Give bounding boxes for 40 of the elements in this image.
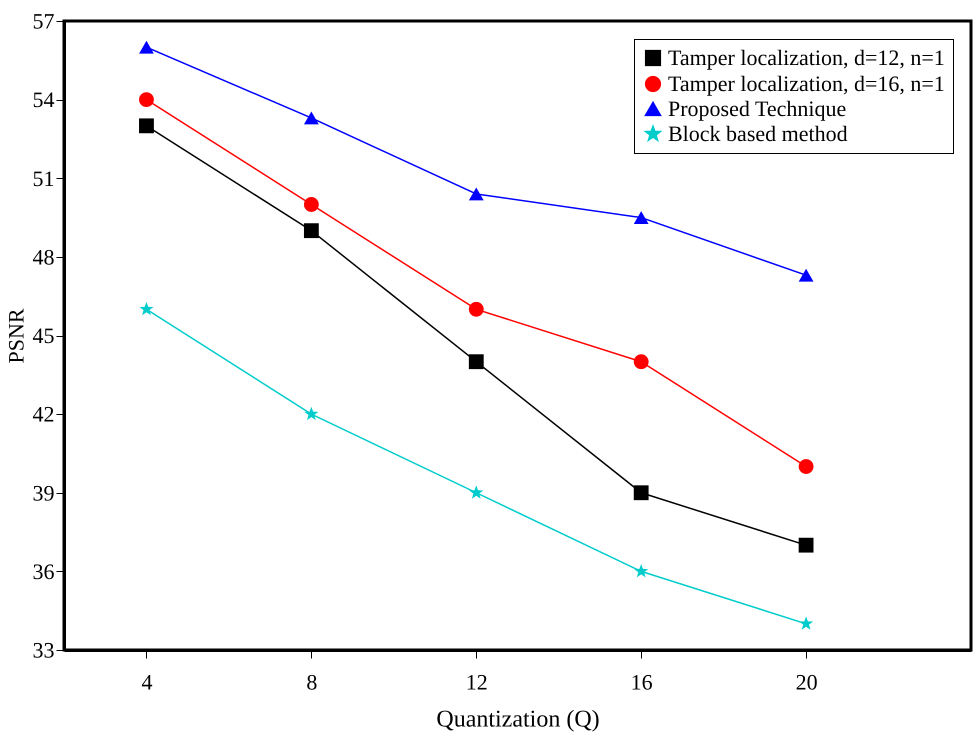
x-tick-label: 4 [141,670,152,694]
x-tick-label: 12 [466,670,488,694]
point [469,485,484,499]
point [468,188,484,200]
point [799,616,814,630]
point [468,354,484,370]
point [798,459,814,474]
point [139,118,154,134]
point [468,302,484,317]
point [304,112,319,124]
x-axis-title: Quantization (Q) [436,706,600,732]
legend-label: Block based method [668,121,848,146]
point [139,92,154,108]
point [634,354,649,370]
x-tick-label: 16 [630,670,653,694]
x-tick-label: 8 [306,670,318,694]
point [634,211,649,224]
y-tick-label: 57 [32,8,54,34]
legend-label: Tamper localization, d=12, n=1 [668,45,945,70]
point [139,40,154,54]
legend-label: Tamper localization, d=16, n=1 [668,71,945,96]
y-tick-label: 33 [32,638,54,662]
y-tick-label: 42 [32,402,54,427]
y-tick-label: 45 [32,323,54,348]
y-tick-label: 48 [32,244,54,270]
legend-label: Proposed Technique [668,96,846,121]
point [139,302,154,316]
y-tick-label: 39 [32,480,54,506]
y-tick-label: 51 [32,166,54,191]
point [304,406,318,420]
point [798,268,814,282]
y-tick-label: 54 [32,87,54,112]
point [304,197,319,212]
point [304,223,319,238]
point [634,485,649,500]
y-axis-title: PSNR [4,308,28,364]
point [634,564,648,578]
y-tick-label: 36 [32,558,54,584]
x-tick-label: 20 [796,670,818,694]
point [798,538,814,553]
